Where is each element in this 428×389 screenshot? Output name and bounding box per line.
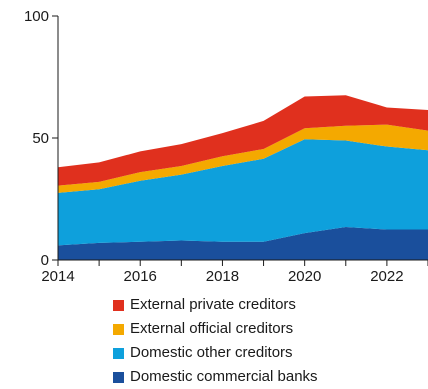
legend-label: Domestic commercial banks	[130, 368, 318, 385]
legend-label: External official creditors	[130, 320, 294, 337]
chart: 2014 2016 2018 2020 2022 0 50 100	[24, 8, 428, 285]
legend-swatch	[113, 299, 124, 311]
x-tick-label: 2014	[41, 268, 74, 285]
legend: External private creditors External offic…	[113, 293, 318, 389]
legend-item-external-private-creditors: External private creditors	[113, 293, 318, 317]
y-tick-label: 0	[41, 252, 49, 269]
x-tick-label: 2016	[124, 268, 157, 285]
legend-swatch	[113, 347, 124, 359]
area-series-group	[58, 95, 428, 260]
x-tick-label: 2020	[288, 268, 321, 285]
y-tick-label: 100	[24, 8, 49, 25]
x-axis-ticks: 2014 2016 2018 2020 2022	[41, 260, 428, 285]
legend-label: External private creditors	[130, 296, 296, 313]
legend-swatch	[113, 371, 124, 383]
legend-item-external-official-creditors: External official creditors	[113, 317, 318, 341]
legend-item-domestic-other-creditors: Domestic other creditors	[113, 341, 318, 365]
x-tick-label: 2022	[370, 268, 403, 285]
legend-label: Domestic other creditors	[130, 344, 293, 361]
area-external-private-creditors	[58, 95, 428, 186]
area-domestic-commercial-banks	[58, 227, 428, 260]
area-domestic-other-creditors	[58, 139, 428, 246]
y-axis-ticks: 0 50 100	[24, 8, 58, 269]
legend-swatch	[113, 323, 124, 335]
area-external-official-creditors	[58, 124, 428, 193]
y-tick-label: 50	[32, 130, 49, 147]
x-tick-label: 2018	[206, 268, 239, 285]
legend-item-domestic-commercial-banks: Domestic commercial banks	[113, 365, 318, 389]
